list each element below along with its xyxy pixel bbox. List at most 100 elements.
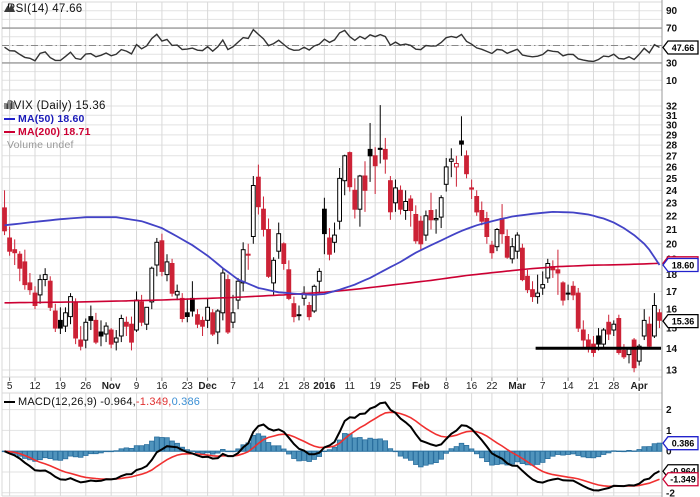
volume-legend-label: Volume undef	[7, 138, 74, 151]
candle	[266, 229, 271, 277]
candle	[144, 306, 150, 325]
candle	[545, 263, 551, 279]
axis-tag-box	[662, 257, 699, 273]
x-axis-label: 19	[370, 381, 382, 392]
macd-histogram-bar	[600, 450, 607, 455]
x-axis-label: 26	[80, 381, 92, 392]
candle	[575, 292, 581, 329]
x-axis-label: 12	[29, 381, 41, 392]
price-axis-label: 23	[666, 198, 678, 209]
macd-histogram-bar	[423, 450, 429, 466]
candle	[504, 236, 510, 258]
price-panel	[2, 105, 662, 373]
candle	[205, 306, 210, 321]
macd-histogram-bar	[149, 440, 155, 452]
candle	[195, 314, 200, 325]
macd-histogram-bar	[143, 444, 150, 452]
macd-histogram-bar	[103, 450, 109, 453]
candle	[469, 187, 475, 190]
x-axis-label: 5	[7, 381, 13, 392]
macd-histogram-bar	[621, 450, 627, 453]
candle	[42, 274, 48, 281]
macd-histogram-bar	[529, 450, 536, 466]
price-axis-label: 20	[666, 239, 678, 250]
price-axis-label: 21	[666, 225, 678, 236]
candle	[73, 301, 78, 339]
candle	[118, 318, 124, 337]
rsi-axis-label: 10	[666, 76, 678, 87]
macd-histogram-bar	[504, 450, 510, 466]
macd-histogram-bar	[524, 450, 531, 466]
price-axis-label: 31	[666, 111, 678, 122]
candle	[47, 280, 53, 308]
macd-histogram-bar	[128, 447, 135, 452]
macd-histogram-bar	[595, 450, 602, 458]
macd-histogram-bar	[296, 450, 302, 462]
macd-panel	[1, 401, 663, 492]
macd-histogram-bar	[47, 450, 53, 460]
x-axis-label: 14	[563, 381, 575, 392]
candle	[570, 285, 576, 296]
macd-histogram-bar	[321, 450, 328, 453]
macd-histogram-bar	[509, 450, 515, 465]
candle	[332, 234, 337, 243]
price-legend-title: $VIX (Daily) 15.36	[7, 99, 106, 112]
candle	[448, 158, 454, 162]
candle	[88, 316, 94, 321]
candle	[530, 289, 535, 298]
candle	[256, 176, 261, 208]
macd-histogram-bar	[291, 450, 297, 459]
price-axis-label: 16	[666, 305, 678, 316]
price-axis-label: 14	[666, 344, 678, 355]
macd-histogram-bar	[550, 450, 556, 457]
candle	[514, 234, 520, 252]
candle	[641, 319, 647, 337]
candle	[93, 319, 99, 343]
macd-histogram-bar	[453, 446, 460, 452]
macd-histogram-bar	[270, 445, 277, 452]
candle	[134, 299, 139, 331]
macd-histogram-bar	[118, 448, 124, 452]
candle	[621, 349, 627, 358]
axis-tag-value: 47.66	[672, 43, 695, 53]
candle	[454, 163, 459, 168]
macd-histogram-bar	[428, 450, 434, 465]
candle	[296, 314, 302, 317]
macd-histogram-bar	[189, 450, 196, 452]
price-axis-label: 27	[666, 151, 678, 162]
axis-tag-value: -0.964	[670, 467, 696, 477]
candle	[657, 312, 662, 321]
macd-histogram-bar	[413, 450, 419, 465]
candle	[322, 208, 327, 235]
candle	[474, 196, 480, 213]
candle	[555, 269, 561, 274]
macd-histogram-bar	[281, 448, 287, 452]
macd-histogram-bar	[606, 450, 612, 454]
macd-histogram-bar	[555, 450, 561, 455]
candle	[129, 323, 134, 343]
price-axis-label: 15	[666, 324, 678, 335]
axis-tag-value: 15.36	[672, 317, 695, 327]
macd-histogram-bar	[372, 438, 378, 452]
macd-histogram-bar	[42, 450, 48, 459]
rsi-axis-label: 30	[666, 58, 678, 69]
candle	[484, 218, 490, 237]
macd-histogram-bar	[37, 450, 43, 461]
candle	[347, 152, 353, 188]
candle	[357, 175, 363, 210]
axis-tag-box	[662, 472, 699, 487]
macd-histogram-bar	[220, 448, 226, 452]
axis-tag-value: 18.60	[672, 260, 695, 270]
macd-histogram-bar	[433, 450, 439, 464]
candle	[261, 208, 266, 230]
candle	[560, 282, 566, 301]
candle	[464, 155, 469, 175]
candle	[525, 275, 530, 291]
macd-histogram-bar	[646, 446, 652, 452]
macd-histogram-bar	[336, 439, 343, 452]
x-axis-label: 16	[156, 381, 168, 392]
candle	[606, 321, 612, 335]
candle	[225, 279, 231, 333]
macd-histogram-bar	[387, 448, 394, 452]
candle	[7, 237, 12, 252]
